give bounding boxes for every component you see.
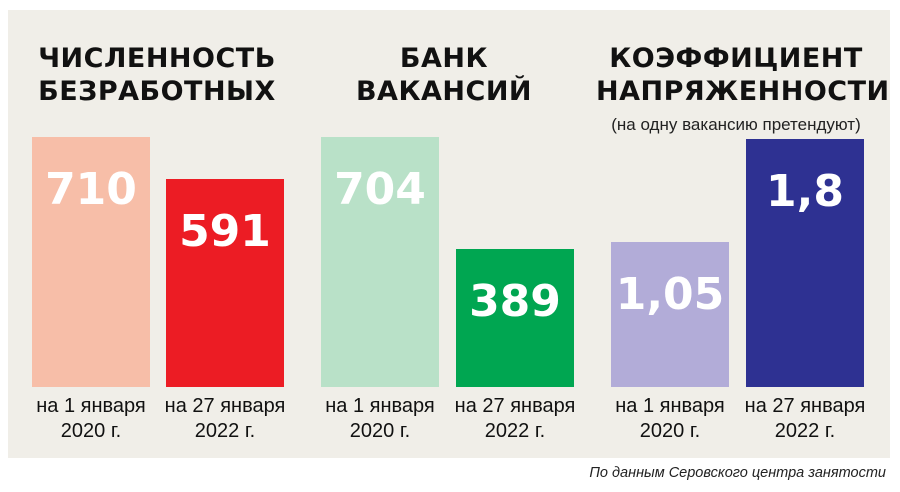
chart-title-vacancies: БАНК ВАКАНСИЙ bbox=[355, 43, 533, 107]
category-label: на 1 января 2020 г. bbox=[36, 395, 146, 442]
source-note: По данным Серовского центра занятости bbox=[589, 465, 886, 481]
bar-0-0 bbox=[32, 137, 150, 387]
bar-value-label: 710 bbox=[45, 164, 137, 215]
bar-2-1 bbox=[746, 139, 864, 387]
chart-subtitle-tension: (на одну вакансию претендуют) bbox=[611, 115, 861, 134]
chart-panel bbox=[8, 10, 890, 458]
bar-0-1 bbox=[166, 179, 284, 387]
bar-1-1 bbox=[456, 249, 574, 387]
category-label: на 27 января 2022 г. bbox=[454, 395, 576, 442]
category-label: на 1 января 2020 г. bbox=[325, 395, 435, 442]
bar-value-label: 591 bbox=[179, 206, 271, 257]
bar-value-label: 1,05 bbox=[615, 269, 725, 320]
category-label: на 1 января 2020 г. bbox=[615, 395, 725, 442]
bar-value-label: 389 bbox=[469, 276, 561, 327]
chart-title-unemployed: ЧИСЛЕННОСТЬ БЕЗРАБОТНЫХ bbox=[38, 43, 276, 107]
bar-1-0 bbox=[321, 137, 439, 387]
bar-value-label: 704 bbox=[334, 164, 426, 215]
category-label: на 27 января 2022 г. bbox=[744, 395, 866, 442]
bar-value-label: 1,8 bbox=[766, 166, 844, 217]
bar-2-0 bbox=[611, 242, 729, 387]
chart-title-tension: КОЭФФИЦИЕНТ НАПРЯЖЕННОСТИ bbox=[596, 43, 890, 107]
category-label: на 27 января 2022 г. bbox=[164, 395, 286, 442]
